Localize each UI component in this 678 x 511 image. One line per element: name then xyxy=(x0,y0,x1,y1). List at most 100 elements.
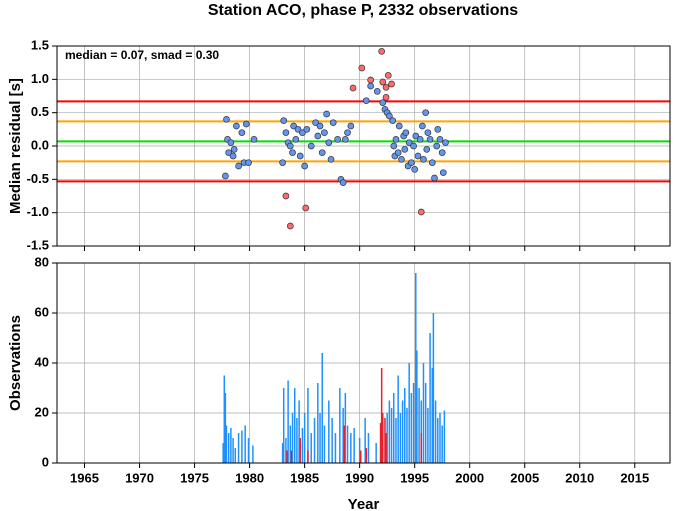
point xyxy=(327,155,335,163)
x-tick-label: 2000 xyxy=(455,470,484,485)
point xyxy=(301,162,308,170)
point xyxy=(411,165,419,173)
point xyxy=(386,112,393,120)
point xyxy=(420,155,427,163)
annotation: median = 0.07, smad = 0.30 xyxy=(65,48,219,62)
y-axis-label: Observations xyxy=(7,315,24,411)
plot-frame xyxy=(56,262,671,464)
point xyxy=(339,179,347,187)
y-tick-label: 0.5 xyxy=(31,104,49,119)
point xyxy=(438,149,446,157)
point xyxy=(314,132,322,140)
point xyxy=(341,135,349,143)
point xyxy=(325,139,333,147)
y-tick-label: -1.0 xyxy=(27,204,49,219)
point xyxy=(414,152,422,160)
point xyxy=(389,117,397,125)
point xyxy=(428,159,436,167)
point xyxy=(373,87,381,95)
point xyxy=(282,129,290,137)
point xyxy=(303,125,311,133)
point xyxy=(292,135,300,143)
y-tick-label: 0.0 xyxy=(31,137,49,152)
point xyxy=(394,149,402,157)
x-tick-label: 2015 xyxy=(620,470,649,485)
point xyxy=(229,152,237,160)
point xyxy=(225,149,233,157)
point xyxy=(402,129,410,137)
point xyxy=(419,122,426,130)
point xyxy=(417,208,425,216)
point xyxy=(426,135,434,143)
y-tick-label: 40 xyxy=(35,354,49,369)
point xyxy=(238,129,246,137)
x-axis-label: Year xyxy=(348,496,380,511)
y-tick-label: -1.5 xyxy=(27,237,49,252)
point xyxy=(289,149,296,157)
point xyxy=(439,169,447,177)
point xyxy=(416,135,424,143)
y-tick-label: -0.5 xyxy=(27,171,49,186)
point xyxy=(424,129,432,137)
x-tick-label: 1965 xyxy=(70,470,99,485)
point xyxy=(390,142,398,150)
point xyxy=(384,71,392,79)
point xyxy=(358,64,366,72)
point xyxy=(379,78,387,86)
y-tick-label: 1.0 xyxy=(31,71,49,86)
point xyxy=(235,162,242,170)
point xyxy=(280,117,288,125)
point xyxy=(307,142,315,150)
point xyxy=(245,159,252,167)
point xyxy=(316,122,324,130)
x-tick-label: 1995 xyxy=(400,470,429,485)
point xyxy=(279,159,286,167)
point xyxy=(312,119,319,127)
point xyxy=(423,145,431,153)
y-tick-label: 80 xyxy=(35,254,49,269)
x-tick-label: 1985 xyxy=(290,470,319,485)
point xyxy=(222,172,229,180)
point xyxy=(286,222,294,230)
point xyxy=(233,122,240,130)
point xyxy=(395,122,403,130)
point xyxy=(436,135,444,143)
point xyxy=(405,139,413,147)
point xyxy=(382,93,390,101)
point xyxy=(442,139,449,147)
point xyxy=(302,204,310,212)
y-tick-label: 20 xyxy=(35,404,49,419)
point xyxy=(434,125,442,133)
point xyxy=(223,115,230,123)
point xyxy=(398,155,405,163)
point xyxy=(388,80,395,88)
point xyxy=(367,76,375,84)
point xyxy=(349,84,357,92)
x-tick-label: 2010 xyxy=(565,470,594,485)
plot-frame xyxy=(56,45,671,247)
point xyxy=(362,97,370,105)
point xyxy=(344,129,351,137)
y-axis-label: Median residual [s] xyxy=(7,78,24,214)
x-tick-label: 2005 xyxy=(510,470,539,485)
x-tick-label: 1970 xyxy=(125,470,154,485)
point xyxy=(392,135,400,143)
point xyxy=(321,129,328,137)
chart-title: Station ACO, phase P, 2332 observations xyxy=(208,2,518,19)
point xyxy=(282,192,290,200)
point xyxy=(379,99,387,107)
y-tick-label: 0 xyxy=(42,454,49,469)
y-tick-label: 60 xyxy=(35,304,49,319)
y-tick-label: 1.5 xyxy=(31,37,49,52)
point xyxy=(347,122,355,130)
point xyxy=(299,129,306,137)
point xyxy=(294,125,302,133)
point xyxy=(334,135,341,143)
point xyxy=(401,145,409,153)
point xyxy=(323,110,330,118)
point xyxy=(410,142,417,150)
point xyxy=(318,149,326,157)
point xyxy=(250,135,258,143)
point xyxy=(367,82,375,90)
